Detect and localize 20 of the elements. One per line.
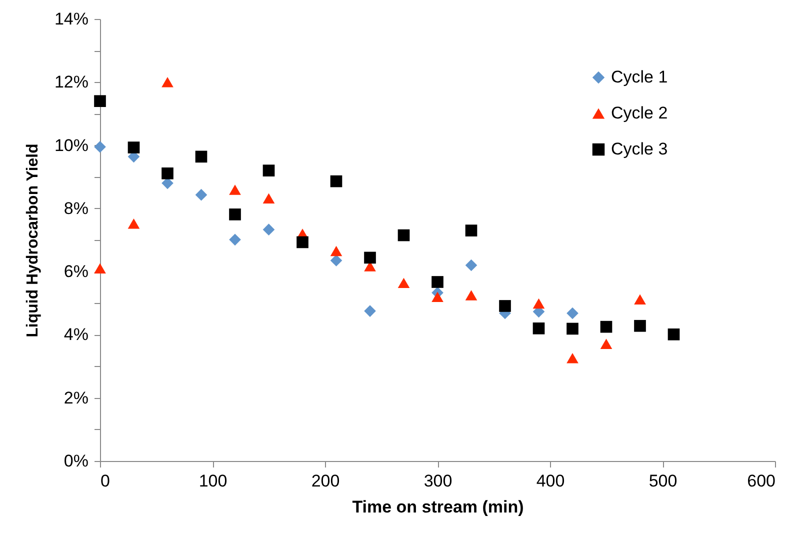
y-tick-label: 0% bbox=[64, 452, 88, 470]
y-axis-title: Liquid Hydrocarbon Yield bbox=[24, 144, 42, 338]
x-tick-label: 400 bbox=[536, 472, 565, 490]
legend-label: Cycle 3 bbox=[611, 140, 668, 158]
y-tick-label: 4% bbox=[64, 325, 88, 344]
y-tick-label: 12% bbox=[54, 72, 88, 92]
y-tick-label: 8% bbox=[64, 198, 88, 218]
x-tick-label: 0 bbox=[100, 472, 110, 490]
y-tick-label: 6% bbox=[64, 262, 88, 282]
x-tick-label: 500 bbox=[648, 472, 678, 490]
x-tick-label: 600 bbox=[747, 472, 776, 490]
x-tick-label: 300 bbox=[424, 472, 452, 490]
legend-label: Cycle 2 bbox=[611, 104, 668, 122]
x-tick-label: 200 bbox=[311, 472, 340, 490]
x-axis-title: Time on stream (min) bbox=[352, 498, 524, 516]
y-tick-label: 14% bbox=[54, 10, 88, 28]
y-tick-label: 10% bbox=[54, 136, 88, 155]
y-tick-label: 2% bbox=[64, 388, 88, 408]
x-tick-label: 100 bbox=[198, 472, 228, 490]
legend-label: Cycle 1 bbox=[611, 68, 668, 86]
